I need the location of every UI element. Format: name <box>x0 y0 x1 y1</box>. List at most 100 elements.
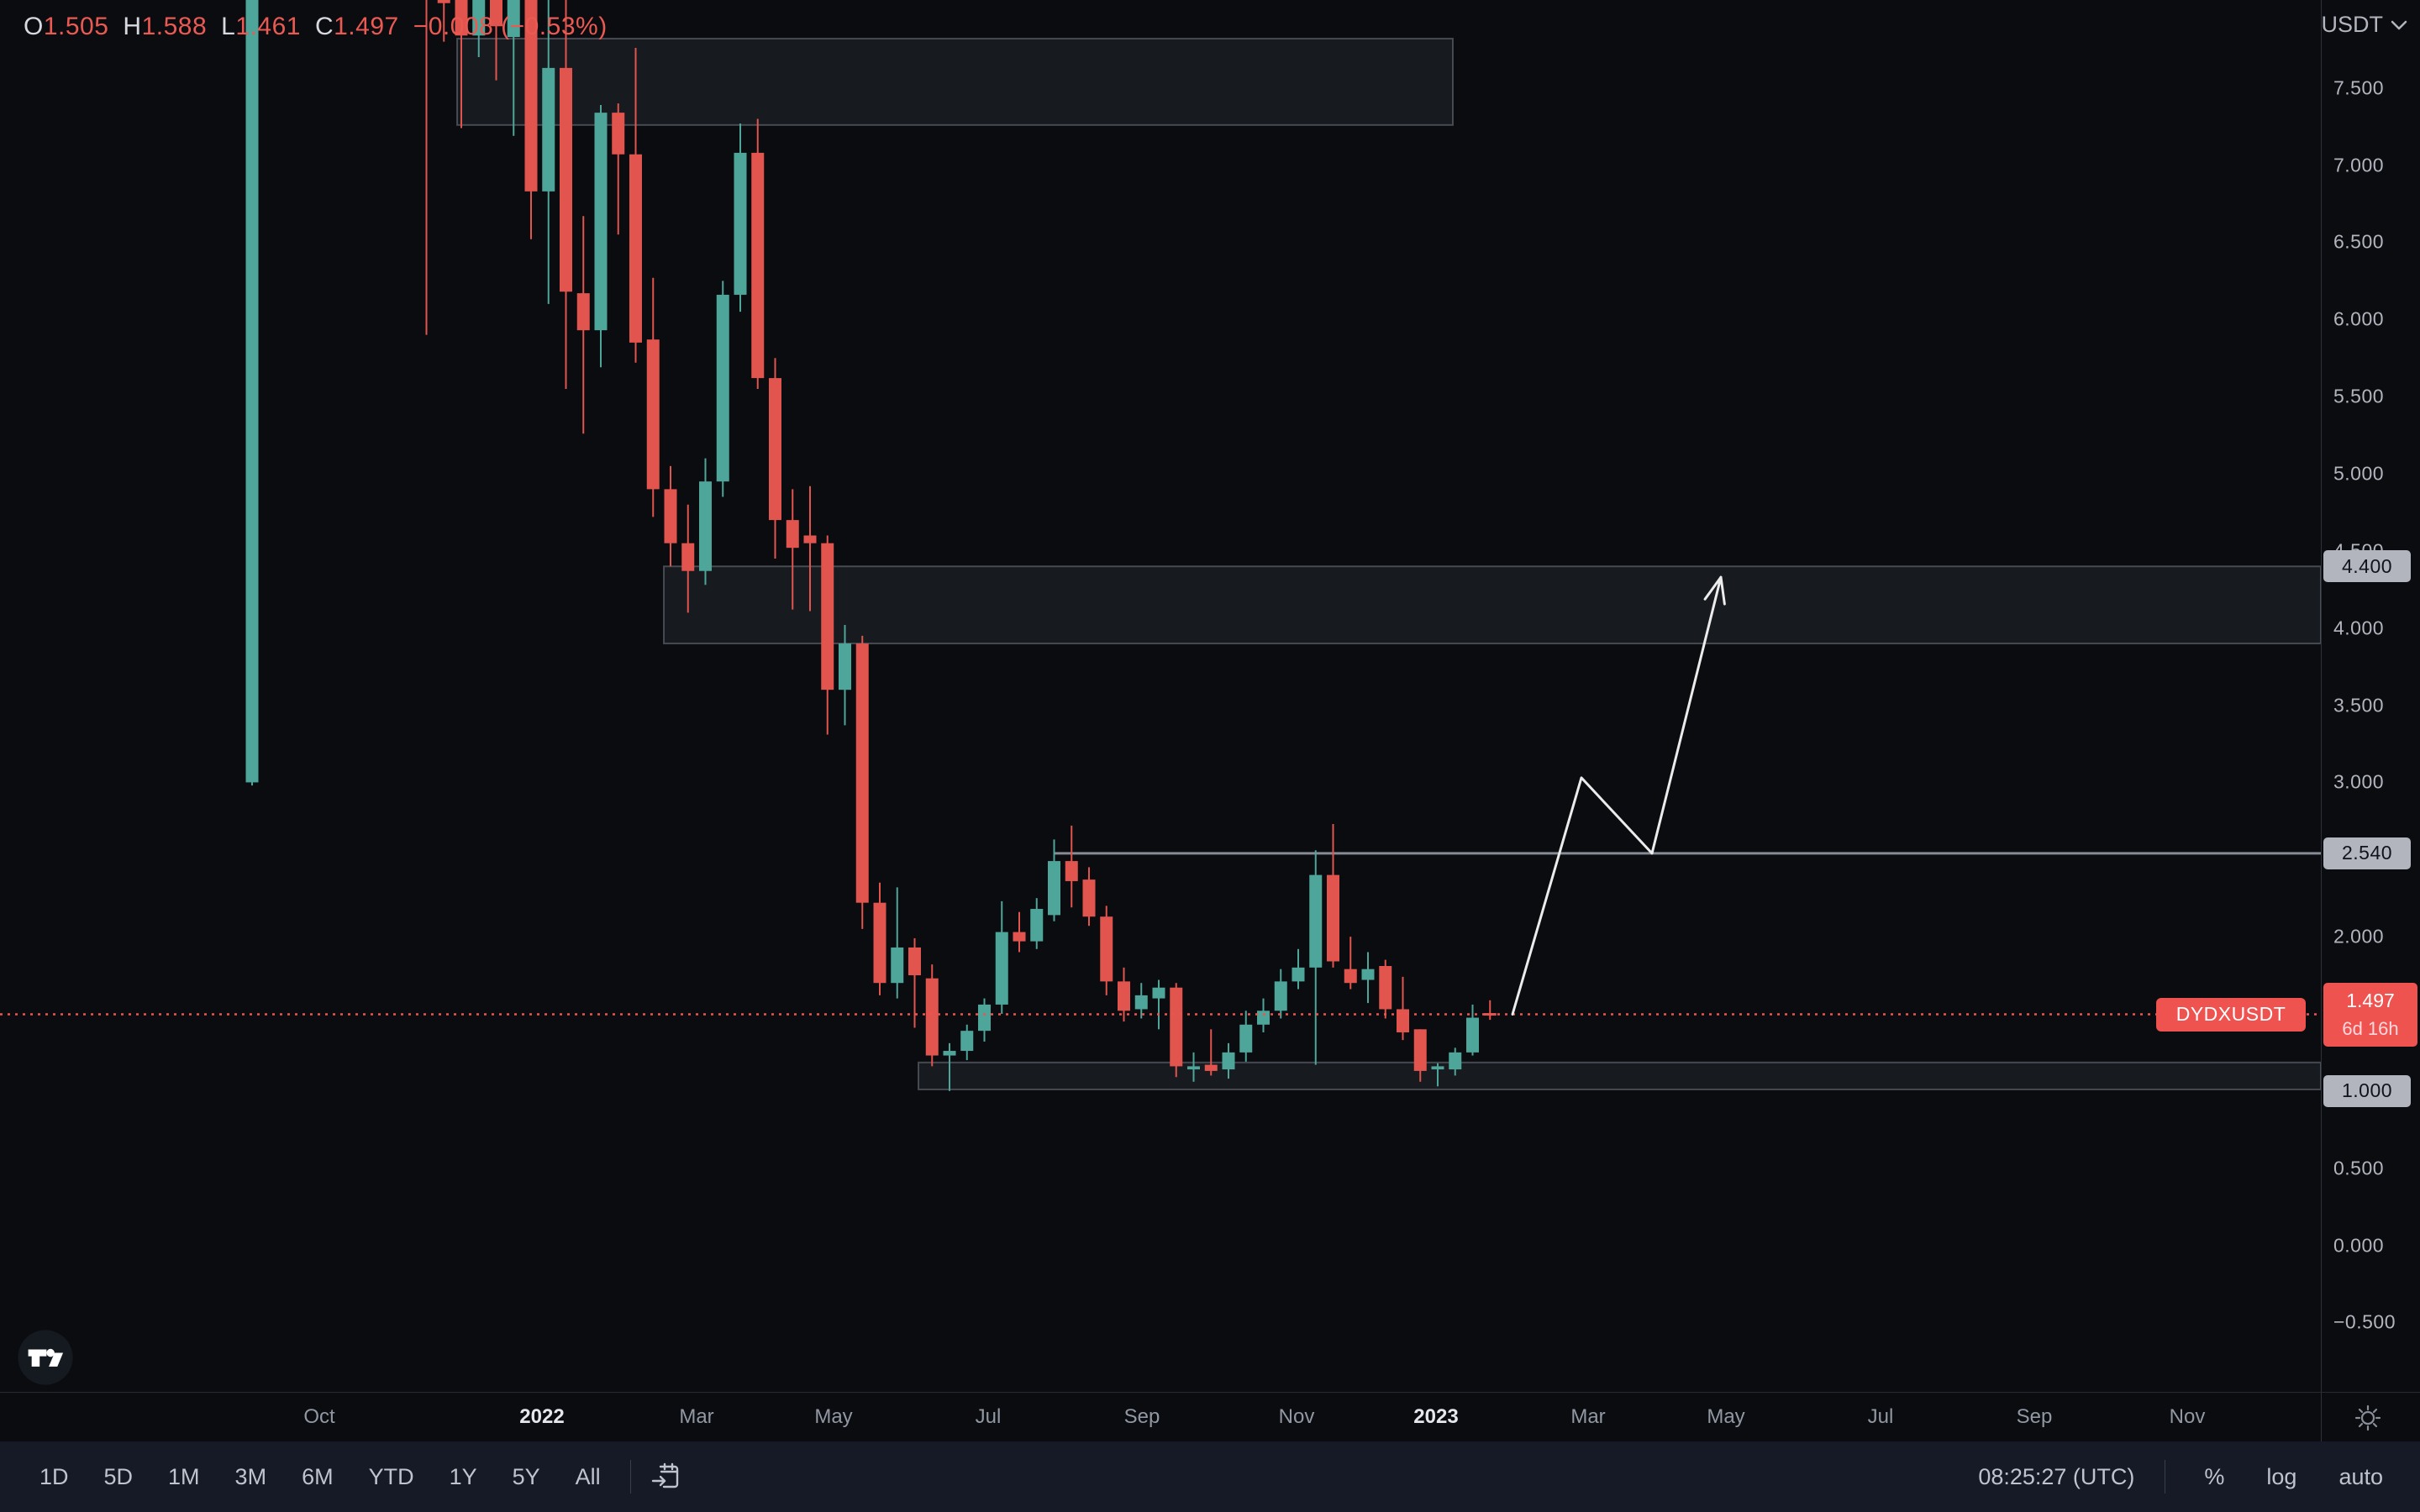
projection-arrow-line[interactable] <box>1511 575 1723 1016</box>
candle-body <box>576 293 590 331</box>
candle-body <box>1065 861 1078 881</box>
low-label: L <box>221 13 236 40</box>
candle-body <box>560 67 572 292</box>
candle-body <box>943 1051 956 1056</box>
bar-countdown: 6d 16h <box>2342 1017 2399 1039</box>
auto-scale-button[interactable]: auto <box>2338 1463 2383 1489</box>
level-price-badge: 2.540 <box>2323 837 2411 869</box>
price-tick-label: 3.500 <box>2333 694 2385 717</box>
candle-body <box>1431 1066 1444 1070</box>
candle-body <box>594 113 608 331</box>
level-price-badge: 1.000 <box>2323 1074 2411 1107</box>
high-value: 1.588 <box>141 13 208 40</box>
candle-body <box>716 294 729 482</box>
axis-settings-button[interactable] <box>2349 1399 2386 1436</box>
range-button-5y[interactable]: 5Y <box>512 1463 540 1489</box>
candle-body <box>507 0 520 38</box>
time-axis-month-label: Nov <box>1278 1405 1315 1428</box>
symbol-name: DYDXUSDT <box>2175 1003 2286 1025</box>
candle-body <box>1327 874 1339 962</box>
range-button-6m[interactable]: 6M <box>302 1463 334 1489</box>
candle-body <box>839 643 851 690</box>
candle-body <box>1030 909 1044 942</box>
candle-body <box>646 339 660 490</box>
time-axis-year-label: 2022 <box>519 1405 565 1428</box>
candle-body <box>1204 1064 1218 1071</box>
price-axis[interactable]: 7.5007.0006.5006.0005.5005.0004.5004.000… <box>2322 0 2420 1392</box>
range-button-1y[interactable]: 1Y <box>449 1463 477 1489</box>
candle-body <box>699 481 712 571</box>
price-tick-label: 6.000 <box>2333 307 2385 330</box>
candlestick-chart[interactable] <box>0 0 2321 1392</box>
candle-body <box>1379 966 1392 1010</box>
price-tick-label: −0.500 <box>2333 1310 2396 1333</box>
chevron-down-icon <box>2391 20 2407 29</box>
supply-zone-target[interactable] <box>663 565 2321 645</box>
range-button-5d[interactable]: 5D <box>103 1463 134 1489</box>
price-tick-label: 4.000 <box>2333 617 2385 639</box>
time-axis[interactable]: Oct 2022 Mar May Jul Sep Nov 2023 Mar May Jul Sep No… <box>0 1393 2420 1441</box>
price-tick-label: 6.500 <box>2333 230 2385 253</box>
candle-body <box>925 978 939 1056</box>
range-button-1m[interactable]: 1M <box>168 1463 200 1489</box>
demand-zone-bottom[interactable] <box>918 1061 2321 1090</box>
candle-body <box>1134 995 1148 1010</box>
candle-body <box>1449 1052 1462 1070</box>
candle-body <box>786 520 799 549</box>
low-value: 1.461 <box>235 13 301 40</box>
high-label: H <box>123 13 142 40</box>
price-tick-label: 2.000 <box>2333 925 2385 948</box>
time-axis-month-label: May <box>814 1405 853 1428</box>
range-button-all[interactable]: All <box>575 1463 601 1489</box>
symbol-price-label[interactable]: DYDXUSDT <box>2156 997 2306 1032</box>
time-axis-month-label: Jul <box>975 1405 1002 1428</box>
price-axis-separator <box>2321 0 2322 1441</box>
tradingview-logo[interactable] <box>17 1329 74 1386</box>
range-button-ytd[interactable]: YTD <box>368 1463 414 1489</box>
candle-body <box>455 0 468 36</box>
candle-body <box>1048 861 1060 916</box>
candle-body <box>769 378 781 521</box>
currency-switcher[interactable]: USDT <box>2322 12 2409 38</box>
candle-body <box>1257 1011 1270 1025</box>
price-tick-label: 7.500 <box>2333 76 2385 99</box>
candle-body <box>960 1031 974 1052</box>
current-price-value: 1.497 <box>2346 989 2395 1011</box>
ohlc-legend: O 1.505 H 1.588 L 1.461 C 1.497 −0.008 (−0.53%) <box>24 10 608 44</box>
go-to-date-button[interactable] <box>643 1453 690 1500</box>
percent-scale-button[interactable]: % <box>2204 1463 2225 1489</box>
price-tick-label: 7.000 <box>2333 154 2385 176</box>
range-button-3m[interactable]: 3M <box>234 1463 267 1489</box>
candle-body <box>1361 969 1375 980</box>
time-axis-year-label: 2023 <box>1413 1405 1459 1428</box>
candle-body <box>1239 1024 1253 1053</box>
candle-body <box>1397 1009 1409 1032</box>
time-axis-separator <box>0 1392 2420 1393</box>
candle-body <box>734 152 747 295</box>
open-value: 1.505 <box>43 13 109 40</box>
clock-timezone-button[interactable]: 08:25:27 (UTC) <box>1978 1463 2135 1489</box>
toolbar-right-group: 08:25:27 (UTC) % log auto <box>1960 1457 2398 1497</box>
sun-gear-icon <box>2354 1404 2381 1431</box>
candle-body <box>1222 1052 1235 1070</box>
time-axis-month-label: Oct <box>303 1405 335 1428</box>
candle-body <box>908 947 921 976</box>
candle-body <box>1152 987 1165 999</box>
candle-body <box>995 932 1008 1005</box>
candle-body <box>873 902 886 984</box>
supply-zone-upper[interactable] <box>456 37 1454 126</box>
range-button-1d[interactable]: 1D <box>39 1463 69 1489</box>
time-axis-month-label: Sep <box>1123 1405 1160 1428</box>
candle-body <box>1309 874 1323 968</box>
candle-body <box>978 1004 991 1032</box>
log-scale-button[interactable]: log <box>2266 1463 2297 1489</box>
toolbar-divider <box>629 1460 631 1494</box>
candle-body <box>472 0 486 36</box>
candle-body <box>612 113 625 155</box>
current-price-badge: 1.497 6d 16h <box>2323 982 2417 1047</box>
time-axis-month-label: May <box>1707 1405 1745 1428</box>
candle-body <box>855 643 869 903</box>
candle-body <box>1013 932 1026 942</box>
candle-body <box>1082 879 1096 917</box>
